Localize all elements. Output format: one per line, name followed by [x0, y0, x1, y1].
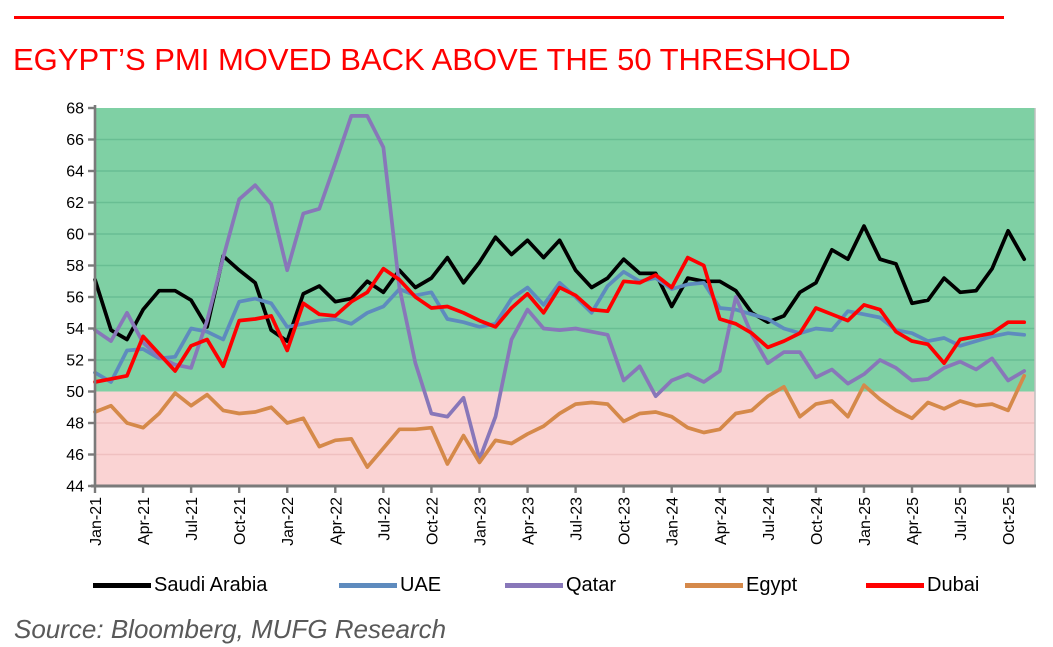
legend-item-egypt: Egypt: [685, 572, 797, 598]
y-tick-label: 64: [66, 164, 84, 181]
dubai-line-swatch: [866, 582, 924, 588]
x-tick-label: Jan-21: [88, 497, 105, 546]
y-tick-label: 54: [66, 321, 84, 338]
y-tick-label: 44: [66, 479, 84, 496]
y-tick-label: 56: [66, 290, 84, 307]
x-tick-label: Apr-22: [328, 497, 345, 545]
x-tick-label: Apr-23: [521, 497, 538, 545]
uae-line: [93, 269, 1027, 384]
x-tick-label: Jul-25: [953, 497, 970, 541]
legend-item-saudi-arabia: Saudi Arabia: [93, 572, 267, 598]
legend-item-qatar: Qatar: [505, 572, 616, 598]
y-tick-label: 48: [66, 416, 84, 433]
x-tick-label: Jan-24: [665, 497, 682, 546]
zone-below-50: [95, 391, 1035, 486]
legend-label: UAE: [400, 573, 442, 596]
y-tick-label: 50: [66, 384, 84, 401]
y-tick-label: 46: [66, 447, 84, 464]
y-tick-label: 52: [66, 353, 84, 370]
x-tick-label: Oct-23: [617, 497, 634, 545]
legend-item-dubai: Dubai: [866, 572, 979, 598]
legend-label: Dubai: [927, 573, 980, 596]
x-tick-label: Oct-25: [1001, 497, 1018, 545]
saudi-arabia-line: [93, 224, 1027, 343]
legend-item-uae: UAE: [339, 572, 441, 598]
x-tick-label: Oct-21: [232, 497, 249, 545]
y-tick-label: 66: [66, 132, 84, 149]
top-rule: [14, 16, 1004, 19]
y-tick-label: 68: [66, 101, 84, 118]
qatar-line-swatch: [505, 582, 563, 588]
qatar-line: [93, 114, 1027, 462]
egypt-line-swatch: [685, 582, 743, 588]
chart-legend: Saudi Arabia UAE Qatar Egypt Dubai: [0, 572, 1053, 598]
y-tick-label: 60: [66, 227, 84, 244]
x-tick-label: Apr-21: [136, 497, 153, 545]
dubai-line: [93, 255, 1027, 384]
uae-line-swatch: [339, 582, 397, 588]
y-tick-label: 58: [66, 258, 84, 275]
page-title: EGYPT’S PMI MOVED BACK ABOVE THE 50 THRE…: [13, 42, 851, 77]
legend-label: Qatar: [566, 573, 617, 596]
x-tick-label: Jan-22: [280, 497, 297, 546]
x-tick-label: Jan-23: [472, 497, 489, 546]
x-tick-label: Jul-21: [184, 497, 201, 541]
x-tick-label: Jul-24: [761, 497, 778, 541]
x-tick-label: Oct-22: [424, 497, 441, 545]
x-tick-label: Jul-22: [376, 497, 393, 541]
source-note: Source: Bloomberg, MUFG Research: [14, 614, 447, 644]
legend-label: Egypt: [746, 573, 798, 596]
egypt-line: [93, 373, 1027, 469]
x-tick-label: Jul-23: [569, 497, 586, 541]
x-tick-label: Apr-24: [713, 497, 730, 545]
x-tick-label: Oct-24: [809, 497, 826, 545]
x-tick-label: Apr-25: [905, 497, 922, 545]
saudi-arabia-line-swatch: [93, 582, 151, 588]
x-tick-label: Jan-25: [857, 497, 874, 546]
y-tick-label: 62: [66, 195, 84, 212]
legend-label: Saudi Arabia: [154, 573, 268, 596]
